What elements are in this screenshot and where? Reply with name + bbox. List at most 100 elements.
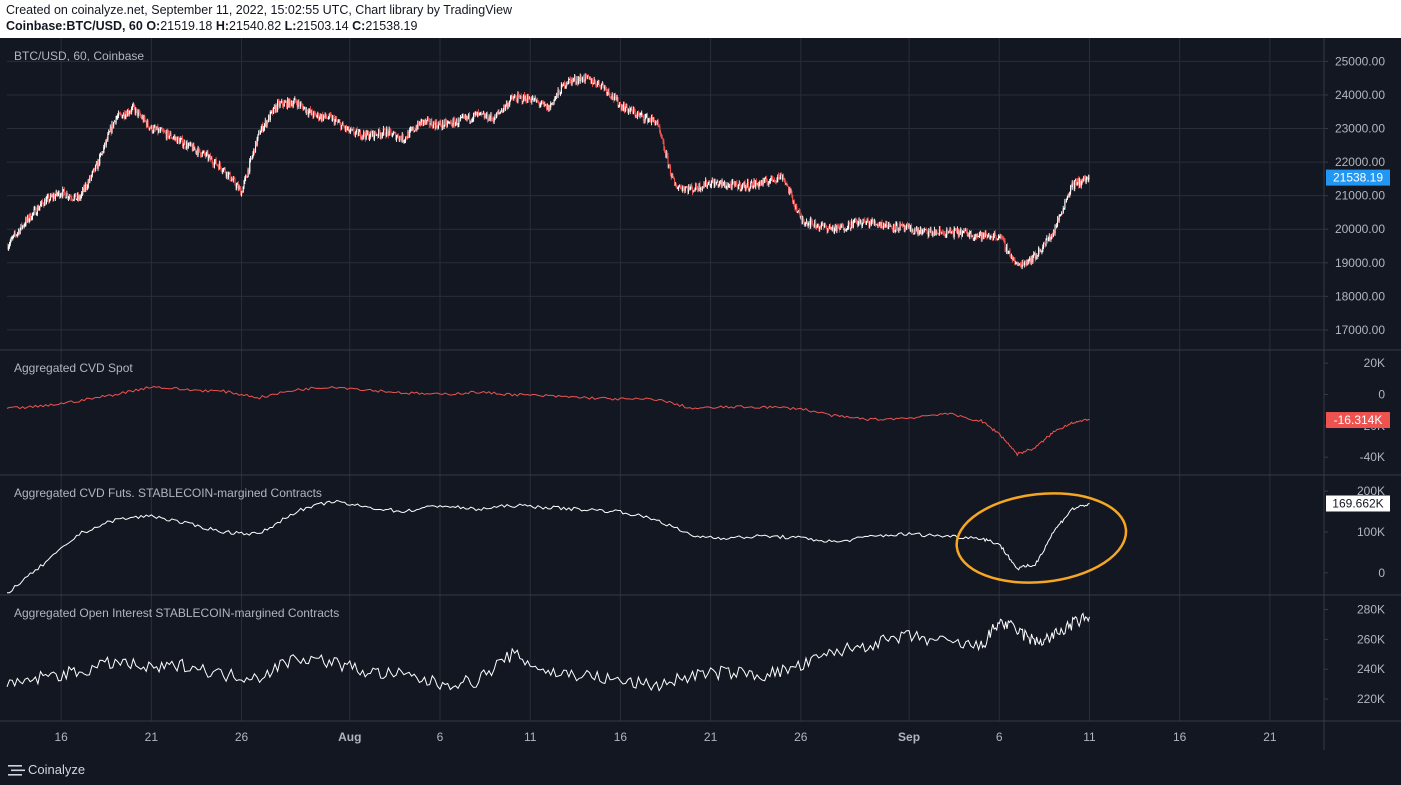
candle-body [156, 126, 158, 130]
candle-body [610, 96, 612, 98]
candle-body [876, 224, 878, 226]
candle-body [144, 116, 146, 121]
candle-body [364, 131, 366, 136]
candle-body [651, 117, 653, 123]
candle-body [349, 131, 351, 133]
candle-body [194, 149, 196, 151]
candle-body [250, 158, 252, 160]
candle-body [133, 104, 135, 108]
candle-body [824, 223, 826, 228]
candle-body [949, 229, 951, 232]
candle-body [553, 100, 555, 105]
candle-body [308, 111, 310, 115]
candle-body [914, 229, 916, 234]
price-last-value-badge: 21538.19 [1333, 171, 1383, 185]
candle-body [353, 129, 355, 134]
candle-body [789, 188, 791, 193]
candle-body [1075, 179, 1077, 185]
candle-body [383, 128, 385, 130]
candle-body [591, 80, 593, 84]
candle-body [375, 134, 377, 136]
candle-body [888, 223, 890, 229]
candle-body [202, 152, 204, 154]
candle-body [307, 112, 309, 115]
symbol-label: Coinbase:BTC/USD, 60 [6, 19, 143, 33]
candle-body [78, 196, 80, 200]
candle-body [953, 229, 955, 237]
candle-body [638, 113, 640, 116]
candle-body [195, 150, 198, 153]
candle-body [460, 117, 462, 119]
candle-body [681, 189, 683, 192]
candle-body [848, 221, 850, 223]
low-label: L: [284, 19, 297, 33]
candle-body [707, 182, 709, 186]
candle-body [9, 241, 11, 245]
candle-body [310, 110, 312, 113]
candle-body [910, 225, 912, 231]
candle-body [147, 120, 149, 127]
chart-area[interactable]: 16 21 26 Aug 6 11 16 21 26 Sep 6 11 16 21 BTC/USD, 60,… [0, 38, 1401, 756]
candle-body [427, 118, 429, 121]
candle-body [726, 184, 728, 188]
candle-body [911, 230, 913, 232]
candle-body [628, 108, 630, 113]
candle-body [83, 185, 85, 192]
candle-body [1053, 231, 1055, 234]
candle-body [396, 135, 398, 137]
candle-body [590, 77, 592, 84]
candle-body [897, 223, 899, 231]
candle-body [379, 132, 381, 137]
candle-body [220, 166, 222, 171]
candle-body [227, 171, 229, 178]
candle-body [587, 75, 589, 78]
candle-body [770, 175, 772, 179]
candle-body [15, 234, 17, 236]
candle-body [662, 138, 664, 142]
candle-body [170, 133, 172, 138]
candle-body [759, 181, 761, 184]
candle-body [317, 113, 319, 116]
candle-body [937, 232, 939, 235]
candle-body [585, 74, 587, 76]
candle-body [608, 89, 610, 94]
candle-body [493, 119, 495, 122]
candle-body [204, 151, 206, 155]
candle-body [508, 103, 510, 105]
candle-body [584, 74, 586, 82]
cvd-futs-last-value-badge-bg [1326, 495, 1390, 512]
candle-body [777, 174, 779, 180]
candle-body [960, 229, 962, 234]
candle-body [1077, 178, 1079, 185]
candle-body [165, 132, 167, 139]
brand-label: Coinalyze [28, 762, 86, 777]
candle-body [733, 181, 735, 184]
candle-body [824, 223, 827, 226]
candle-body [511, 96, 513, 98]
candle-body [1002, 237, 1004, 241]
candle-body [931, 233, 933, 236]
candle-body [35, 207, 37, 215]
chart-canvas[interactable]: 16 21 26 Aug 6 11 16 21 26 Sep 6 11 16 21 BTC/USD, 60,… [0, 38, 1401, 756]
candle-body [482, 113, 485, 115]
candle-body [724, 182, 726, 188]
candle-body [177, 136, 179, 139]
candle-body [1007, 251, 1009, 254]
candle-body [1073, 182, 1075, 189]
candle-body [821, 223, 823, 225]
candle-body [920, 227, 922, 235]
candle-body [899, 224, 901, 231]
candle-body [560, 85, 562, 94]
candle-body [191, 146, 193, 151]
candle-body [760, 181, 763, 185]
candle-body [788, 186, 790, 193]
candle-body [991, 236, 993, 238]
candle-body [521, 96, 523, 103]
candle-body [882, 226, 884, 228]
candle-body [1020, 266, 1023, 268]
candle-body [451, 125, 453, 127]
candle-body [924, 229, 927, 231]
candle-body [152, 131, 154, 133]
candle-body [490, 114, 492, 120]
candle-body [448, 122, 450, 124]
